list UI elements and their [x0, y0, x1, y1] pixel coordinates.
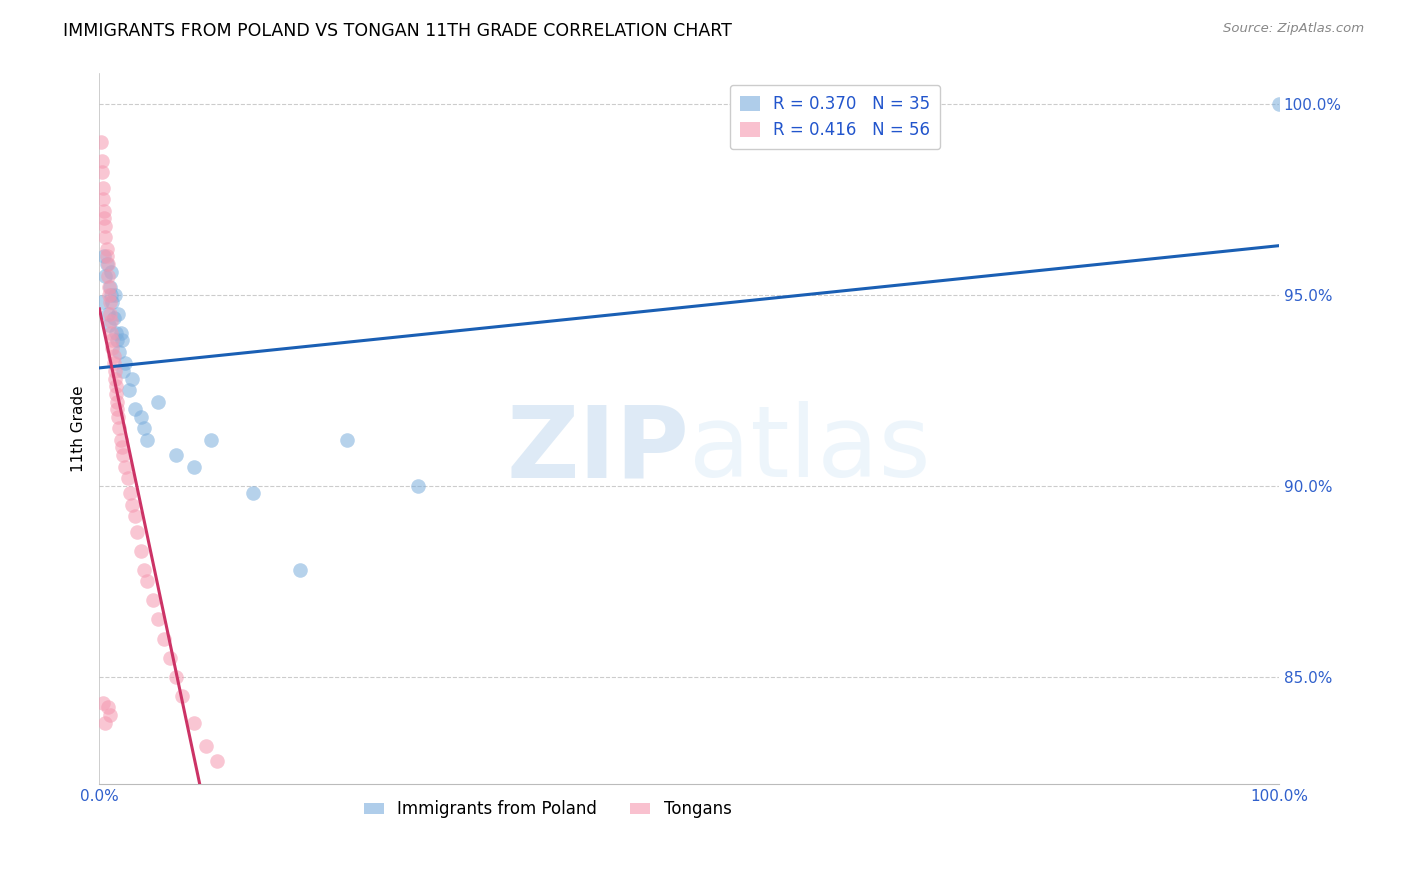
Legend: Immigrants from Poland, Tongans: Immigrants from Poland, Tongans — [357, 794, 738, 825]
Point — [114, 356, 136, 370]
Point — [90, 165, 112, 179]
Point — [100, 265, 122, 279]
Point — [90, 135, 112, 149]
Point — [165, 670, 187, 684]
Point — [1268, 96, 1291, 111]
Text: Source: ZipAtlas.com: Source: ZipAtlas.com — [1223, 22, 1364, 36]
Point — [104, 372, 127, 386]
Point — [110, 433, 132, 447]
Point — [103, 310, 125, 325]
Point — [97, 307, 120, 321]
Point — [105, 394, 128, 409]
Point — [134, 563, 156, 577]
Text: atlas: atlas — [689, 401, 931, 498]
Point — [94, 219, 117, 233]
Point — [117, 471, 139, 485]
Point — [153, 632, 176, 646]
Point — [101, 341, 124, 355]
Point — [96, 242, 118, 256]
Point — [94, 715, 117, 730]
Point — [135, 433, 157, 447]
Point — [108, 345, 131, 359]
Point — [96, 257, 118, 271]
Point — [141, 593, 163, 607]
Point — [108, 421, 131, 435]
Point — [100, 287, 122, 301]
Text: ZIP: ZIP — [506, 401, 689, 498]
Point — [135, 574, 157, 589]
Point — [194, 739, 217, 753]
Point — [93, 211, 115, 226]
Point — [183, 459, 205, 474]
Point — [111, 441, 134, 455]
Point — [96, 249, 118, 263]
Point — [110, 326, 132, 340]
Point — [200, 433, 222, 447]
Point — [100, 326, 122, 340]
Point — [127, 524, 149, 539]
Point — [90, 295, 112, 310]
Point — [129, 409, 152, 424]
Point — [90, 153, 112, 168]
Point — [104, 364, 127, 378]
Point — [104, 387, 127, 401]
Point — [288, 563, 311, 577]
Text: IMMIGRANTS FROM POLAND VS TONGAN 11TH GRADE CORRELATION CHART: IMMIGRANTS FROM POLAND VS TONGAN 11TH GR… — [63, 22, 733, 40]
Point — [107, 307, 129, 321]
Point — [103, 349, 125, 363]
Point — [242, 486, 264, 500]
Point — [406, 478, 429, 492]
Point — [111, 448, 134, 462]
Point — [120, 486, 142, 500]
Point — [97, 257, 120, 271]
Point — [129, 543, 152, 558]
Point — [97, 700, 120, 714]
Point — [97, 318, 120, 333]
Y-axis label: 11th Grade: 11th Grade — [72, 385, 86, 472]
Point — [93, 203, 115, 218]
Point — [134, 421, 156, 435]
Point — [101, 295, 124, 310]
Point — [105, 334, 128, 348]
Point — [104, 287, 127, 301]
Point — [101, 334, 124, 348]
Point — [91, 697, 114, 711]
Point — [98, 280, 121, 294]
Point — [111, 334, 134, 348]
Point — [94, 230, 117, 244]
Point — [94, 268, 117, 283]
Point — [91, 192, 114, 206]
Point — [98, 708, 121, 723]
Point — [183, 715, 205, 730]
Point — [104, 326, 127, 340]
Point — [100, 314, 122, 328]
Point — [148, 394, 170, 409]
Point — [159, 650, 181, 665]
Point — [105, 402, 128, 417]
Point — [165, 448, 187, 462]
Point — [121, 498, 143, 512]
Point — [97, 268, 120, 283]
Point — [121, 372, 143, 386]
Point — [98, 295, 121, 310]
Point — [98, 307, 121, 321]
Point — [207, 754, 229, 768]
Point — [148, 612, 170, 626]
Point — [118, 383, 141, 397]
Point — [93, 249, 115, 263]
Point — [104, 379, 127, 393]
Point — [124, 402, 146, 417]
Point — [107, 409, 129, 424]
Point — [97, 287, 120, 301]
Point — [114, 459, 136, 474]
Point — [336, 433, 359, 447]
Point — [124, 509, 146, 524]
Point — [111, 364, 134, 378]
Point — [170, 689, 193, 703]
Point — [97, 280, 120, 294]
Point — [91, 180, 114, 194]
Point — [103, 356, 125, 370]
